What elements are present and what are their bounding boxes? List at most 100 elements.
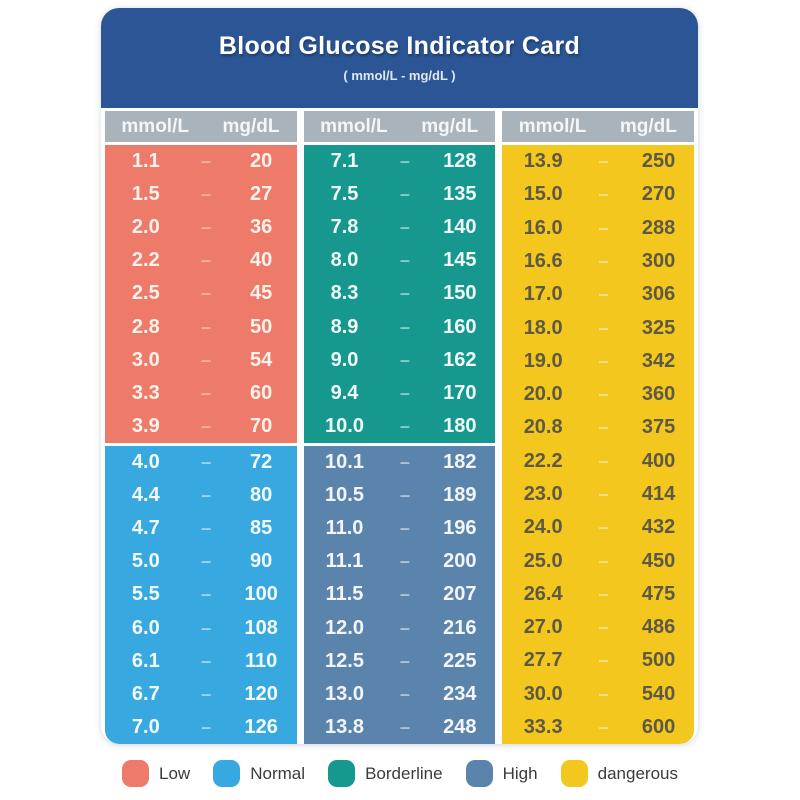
unit-label-mg: mg/dL [222, 115, 280, 137]
mmol-value: 3.0 [131, 348, 160, 371]
mmol-value: 18.0 [523, 316, 563, 339]
mmol-value: 27.0 [523, 616, 563, 639]
conversion-row: 4.0 – 72 [105, 446, 297, 479]
mmol-value: 2.8 [131, 315, 160, 338]
mmol-value: 19.0 [523, 349, 563, 372]
dash-separator: – [598, 716, 609, 737]
dash-separator: – [598, 483, 609, 504]
card-title: Blood Glucose Indicator Card [218, 32, 581, 60]
mg-value: 200 [443, 550, 477, 573]
conversion-row: 9.0 – 162 [304, 344, 496, 377]
dash-separator: – [598, 417, 609, 438]
mmol-value: 26.4 [523, 582, 563, 605]
dash-separator: – [598, 184, 609, 205]
mg-value: 248 [443, 715, 477, 738]
legend-item-dangerous: dangerous [560, 760, 678, 787]
mg-value: 128 [443, 150, 477, 173]
mg-value: 486 [641, 616, 676, 639]
dash-separator: – [201, 551, 212, 572]
mmol-value: 8.0 [330, 249, 359, 272]
mg-value: 300 [641, 249, 676, 272]
conversion-row: 10.5 – 189 [304, 479, 496, 512]
mmol-value: 30.0 [523, 682, 563, 705]
conversion-row: 6.1 – 110 [105, 645, 297, 678]
mmol-value: 33.3 [523, 715, 563, 738]
dash-separator: – [399, 415, 410, 436]
mg-value: 120 [244, 682, 278, 705]
dash-separator: – [399, 217, 410, 238]
mg-value: 180 [443, 414, 477, 437]
mmol-value: 16.0 [523, 216, 563, 239]
dash-separator: – [399, 551, 410, 572]
mmol-value: 4.4 [131, 484, 160, 507]
mmol-value: 6.1 [131, 649, 160, 672]
conversion-row: 3.9 – 70 [105, 410, 297, 443]
conversion-row: 7.8 – 140 [304, 211, 496, 244]
dash-separator: – [598, 450, 609, 471]
mmol-value: 12.0 [325, 616, 364, 639]
mmol-value: 12.5 [325, 649, 364, 672]
mg-value: 50 [250, 315, 273, 338]
dash-separator: – [201, 716, 212, 737]
range-section-borderline: 7.1–128 7.5–135 7.8–140 8.0–145 8.3–150 8.9–1… [303, 145, 496, 443]
mg-value: 360 [641, 383, 676, 406]
conversion-column: mmol/L mg/dL 13.9 – 250 15.0 – 270 16.0 – 288 16.6 –… [502, 111, 695, 744]
mmol-value: 7.1 [330, 150, 359, 173]
mmol-value: 6.7 [131, 682, 160, 705]
conversion-row: 4.4 – 80 [105, 479, 297, 512]
dash-separator: – [201, 485, 212, 506]
mg-value: 325 [641, 316, 676, 339]
mg-value: 400 [641, 449, 676, 472]
mmol-value: 25.0 [523, 549, 563, 572]
conversion-row: 17.0 – 306 [502, 278, 694, 311]
conversion-row: 2.8 – 50 [105, 311, 297, 344]
conversion-row: 2.5 – 45 [105, 277, 297, 310]
legend-swatch-icon [465, 760, 493, 787]
conversion-row: 13.8 – 248 [304, 711, 496, 744]
mg-value: 450 [641, 549, 676, 572]
dash-separator: – [598, 583, 609, 604]
conversion-row: 5.0 – 90 [105, 545, 297, 578]
conversion-row: 25.0 – 450 [502, 544, 694, 577]
mg-value: 162 [443, 348, 477, 371]
legend-label: Borderline [365, 763, 443, 783]
dash-separator: – [399, 584, 410, 605]
conversion-row: 7.1 – 128 [304, 145, 496, 178]
dash-separator: – [399, 283, 410, 304]
mmol-value: 1.1 [131, 150, 160, 173]
mg-value: 145 [443, 249, 477, 272]
legend-swatch-icon [560, 760, 588, 787]
mmol-value: 13.8 [325, 715, 364, 738]
mg-value: 72 [250, 451, 273, 474]
conversion-row: 33.3 – 600 [502, 711, 694, 744]
glucose-indicator-card: Blood Glucose Indicator Card ( mmol/L - … [101, 8, 698, 744]
dash-separator: – [399, 452, 410, 473]
legend-item-borderline: Borderline [328, 760, 443, 787]
legend-label: Low [159, 763, 191, 783]
conversion-row: 1.5 – 27 [105, 178, 297, 211]
dash-separator: – [399, 316, 410, 337]
mmol-value: 5.0 [131, 550, 160, 573]
unit-label-mmol: mmol/L [518, 115, 587, 137]
dash-separator: – [201, 283, 212, 304]
conversion-row: 30.0 – 540 [502, 678, 694, 711]
dash-separator: – [399, 184, 410, 205]
mmol-value: 10.5 [325, 484, 364, 507]
mmol-value: 20.0 [523, 383, 563, 406]
conversion-row: 13.0 – 234 [304, 678, 496, 711]
dash-separator: – [201, 650, 212, 671]
mg-value: 189 [443, 484, 477, 507]
mg-value: 60 [250, 381, 273, 404]
mmol-value: 24.0 [523, 516, 563, 539]
mmol-value: 7.8 [330, 216, 359, 239]
mg-value: 432 [641, 516, 676, 539]
conversion-row: 15.0 – 270 [502, 178, 694, 211]
mg-value: 100 [244, 583, 278, 606]
legend-label: dangerous [597, 763, 678, 783]
mg-value: 234 [443, 682, 477, 705]
mg-value: 225 [443, 649, 477, 672]
mg-value: 600 [641, 715, 676, 738]
mmol-value: 5.5 [131, 583, 160, 606]
dash-separator: – [201, 349, 212, 370]
mmol-value: 10.1 [325, 451, 364, 474]
